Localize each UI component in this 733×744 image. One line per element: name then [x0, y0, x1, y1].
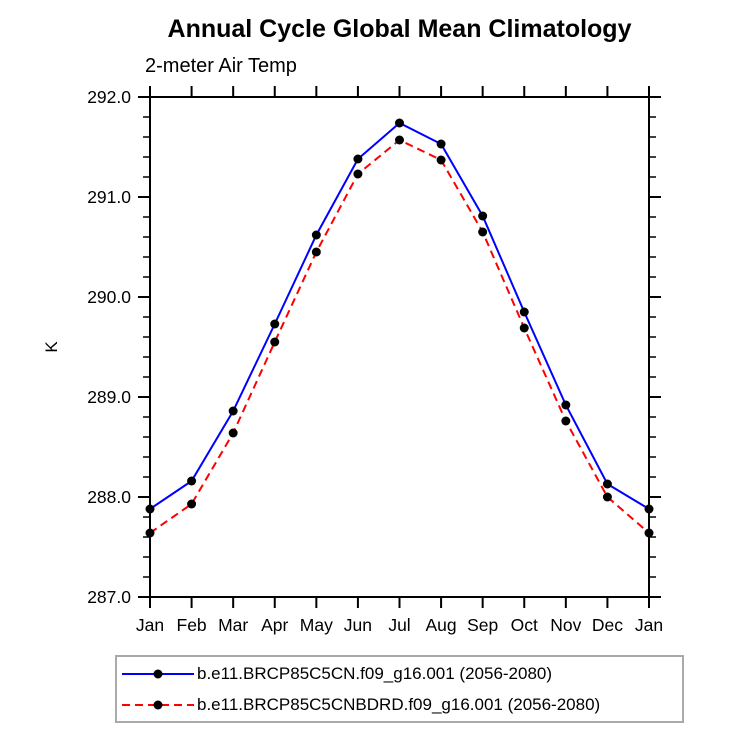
data-point-marker-1: [478, 227, 488, 237]
x-tick-label: Jun: [344, 615, 372, 635]
x-tick-label: Jan: [136, 615, 164, 635]
data-point-marker-1: [187, 499, 197, 509]
x-tick-label: Aug: [426, 615, 457, 635]
data-point-marker-1: [145, 528, 155, 538]
y-tick-label: 292.0: [87, 87, 131, 107]
legend-marker-dot: [153, 700, 163, 709]
data-point-marker-0: [270, 319, 280, 329]
x-tick-label: Oct: [511, 615, 538, 635]
y-tick-label: 290.0: [87, 287, 131, 307]
y-tick-label: 289.0: [87, 387, 131, 407]
data-point-marker-0: [228, 406, 238, 416]
legend-marker-dot: [153, 669, 163, 678]
x-tick-label: Jan: [635, 615, 663, 635]
data-point-marker-1: [602, 492, 612, 502]
data-point-marker-1: [395, 135, 404, 145]
legend-item-cnbdrd: b.e11.BRCP85C5CNBDRD.f09_g16.001 (2056-2…: [117, 689, 682, 720]
data-point-marker-1: [561, 416, 571, 426]
data-point-marker-0: [187, 476, 197, 486]
data-point-marker-1: [519, 323, 529, 333]
plot-frame: [149, 96, 650, 598]
data-point-marker-0: [478, 211, 488, 221]
data-point-marker-0: [353, 154, 363, 164]
legend-solid-line-sample: [122, 669, 194, 678]
data-point-marker-1: [436, 155, 446, 165]
data-point-marker-0: [436, 139, 446, 149]
data-point-marker-1: [644, 528, 654, 538]
data-point-marker-0: [395, 118, 404, 128]
x-tick-label: Feb: [177, 615, 207, 635]
legend: b.e11.BRCP85C5CN.f09_g16.001 (2056-2080)…: [115, 655, 684, 723]
data-point-marker-1: [228, 428, 238, 438]
data-point-marker-0: [311, 230, 321, 240]
data-point-marker-0: [561, 400, 571, 410]
x-tick-label: May: [300, 615, 333, 635]
chart-subtitle: 2-meter Air Temp: [145, 55, 297, 77]
y-tick-label: 291.0: [87, 187, 131, 207]
legend-dashed-line-sample: [122, 700, 194, 709]
x-tick-label: Nov: [550, 615, 581, 635]
x-tick-label: Sep: [467, 615, 498, 635]
series-line-1: [149, 138, 650, 534]
x-tick-label: Jul: [388, 615, 410, 635]
x-tick-label: Apr: [261, 615, 288, 635]
data-point-marker-0: [602, 479, 612, 489]
data-point-marker-1: [311, 247, 321, 257]
y-tick-label: 287.0: [87, 587, 131, 607]
data-point-marker-0: [644, 504, 654, 514]
x-tick-label: Dec: [592, 615, 623, 635]
y-tick-label: 288.0: [87, 487, 131, 507]
legend-item-cn: b.e11.BRCP85C5CN.f09_g16.001 (2056-2080): [117, 658, 682, 689]
data-point-marker-1: [353, 169, 363, 179]
data-point-marker-0: [519, 307, 529, 317]
data-point-marker-0: [145, 504, 155, 514]
chart-title: Annual Cycle Global Mean Climatology: [167, 15, 632, 43]
data-point-marker-1: [270, 337, 280, 347]
series-line-0: [149, 121, 650, 510]
x-tick-label: Mar: [218, 615, 248, 635]
legend-label-cn: b.e11.BRCP85C5CN.f09_g16.001 (2056-2080): [197, 663, 553, 683]
legend-label-cnbdrd: b.e11.BRCP85C5CNBDRD.f09_g16.001 (2056-2…: [197, 694, 601, 714]
